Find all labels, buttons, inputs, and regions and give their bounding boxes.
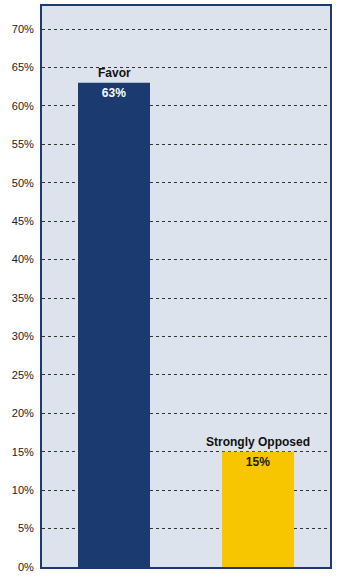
svg-text:45%: 45% [12,215,34,227]
svg-text:55%: 55% [12,138,34,150]
svg-text:60%: 60% [12,100,34,112]
svg-text:40%: 40% [12,253,34,265]
svg-text:70%: 70% [12,23,34,35]
svg-text:65%: 65% [12,61,34,73]
svg-text:Favor: Favor [98,66,131,80]
svg-text:50%: 50% [12,177,34,189]
svg-text:63%: 63% [102,86,126,100]
svg-text:Strongly Opposed: Strongly Opposed [206,435,310,449]
svg-text:25%: 25% [12,369,34,381]
svg-text:0%: 0% [18,561,34,573]
svg-text:35%: 35% [12,292,34,304]
svg-text:20%: 20% [12,407,34,419]
svg-text:15%: 15% [246,455,270,469]
svg-text:5%: 5% [18,522,34,534]
svg-text:10%: 10% [12,484,34,496]
svg-text:15%: 15% [12,446,34,458]
svg-text:30%: 30% [12,330,34,342]
